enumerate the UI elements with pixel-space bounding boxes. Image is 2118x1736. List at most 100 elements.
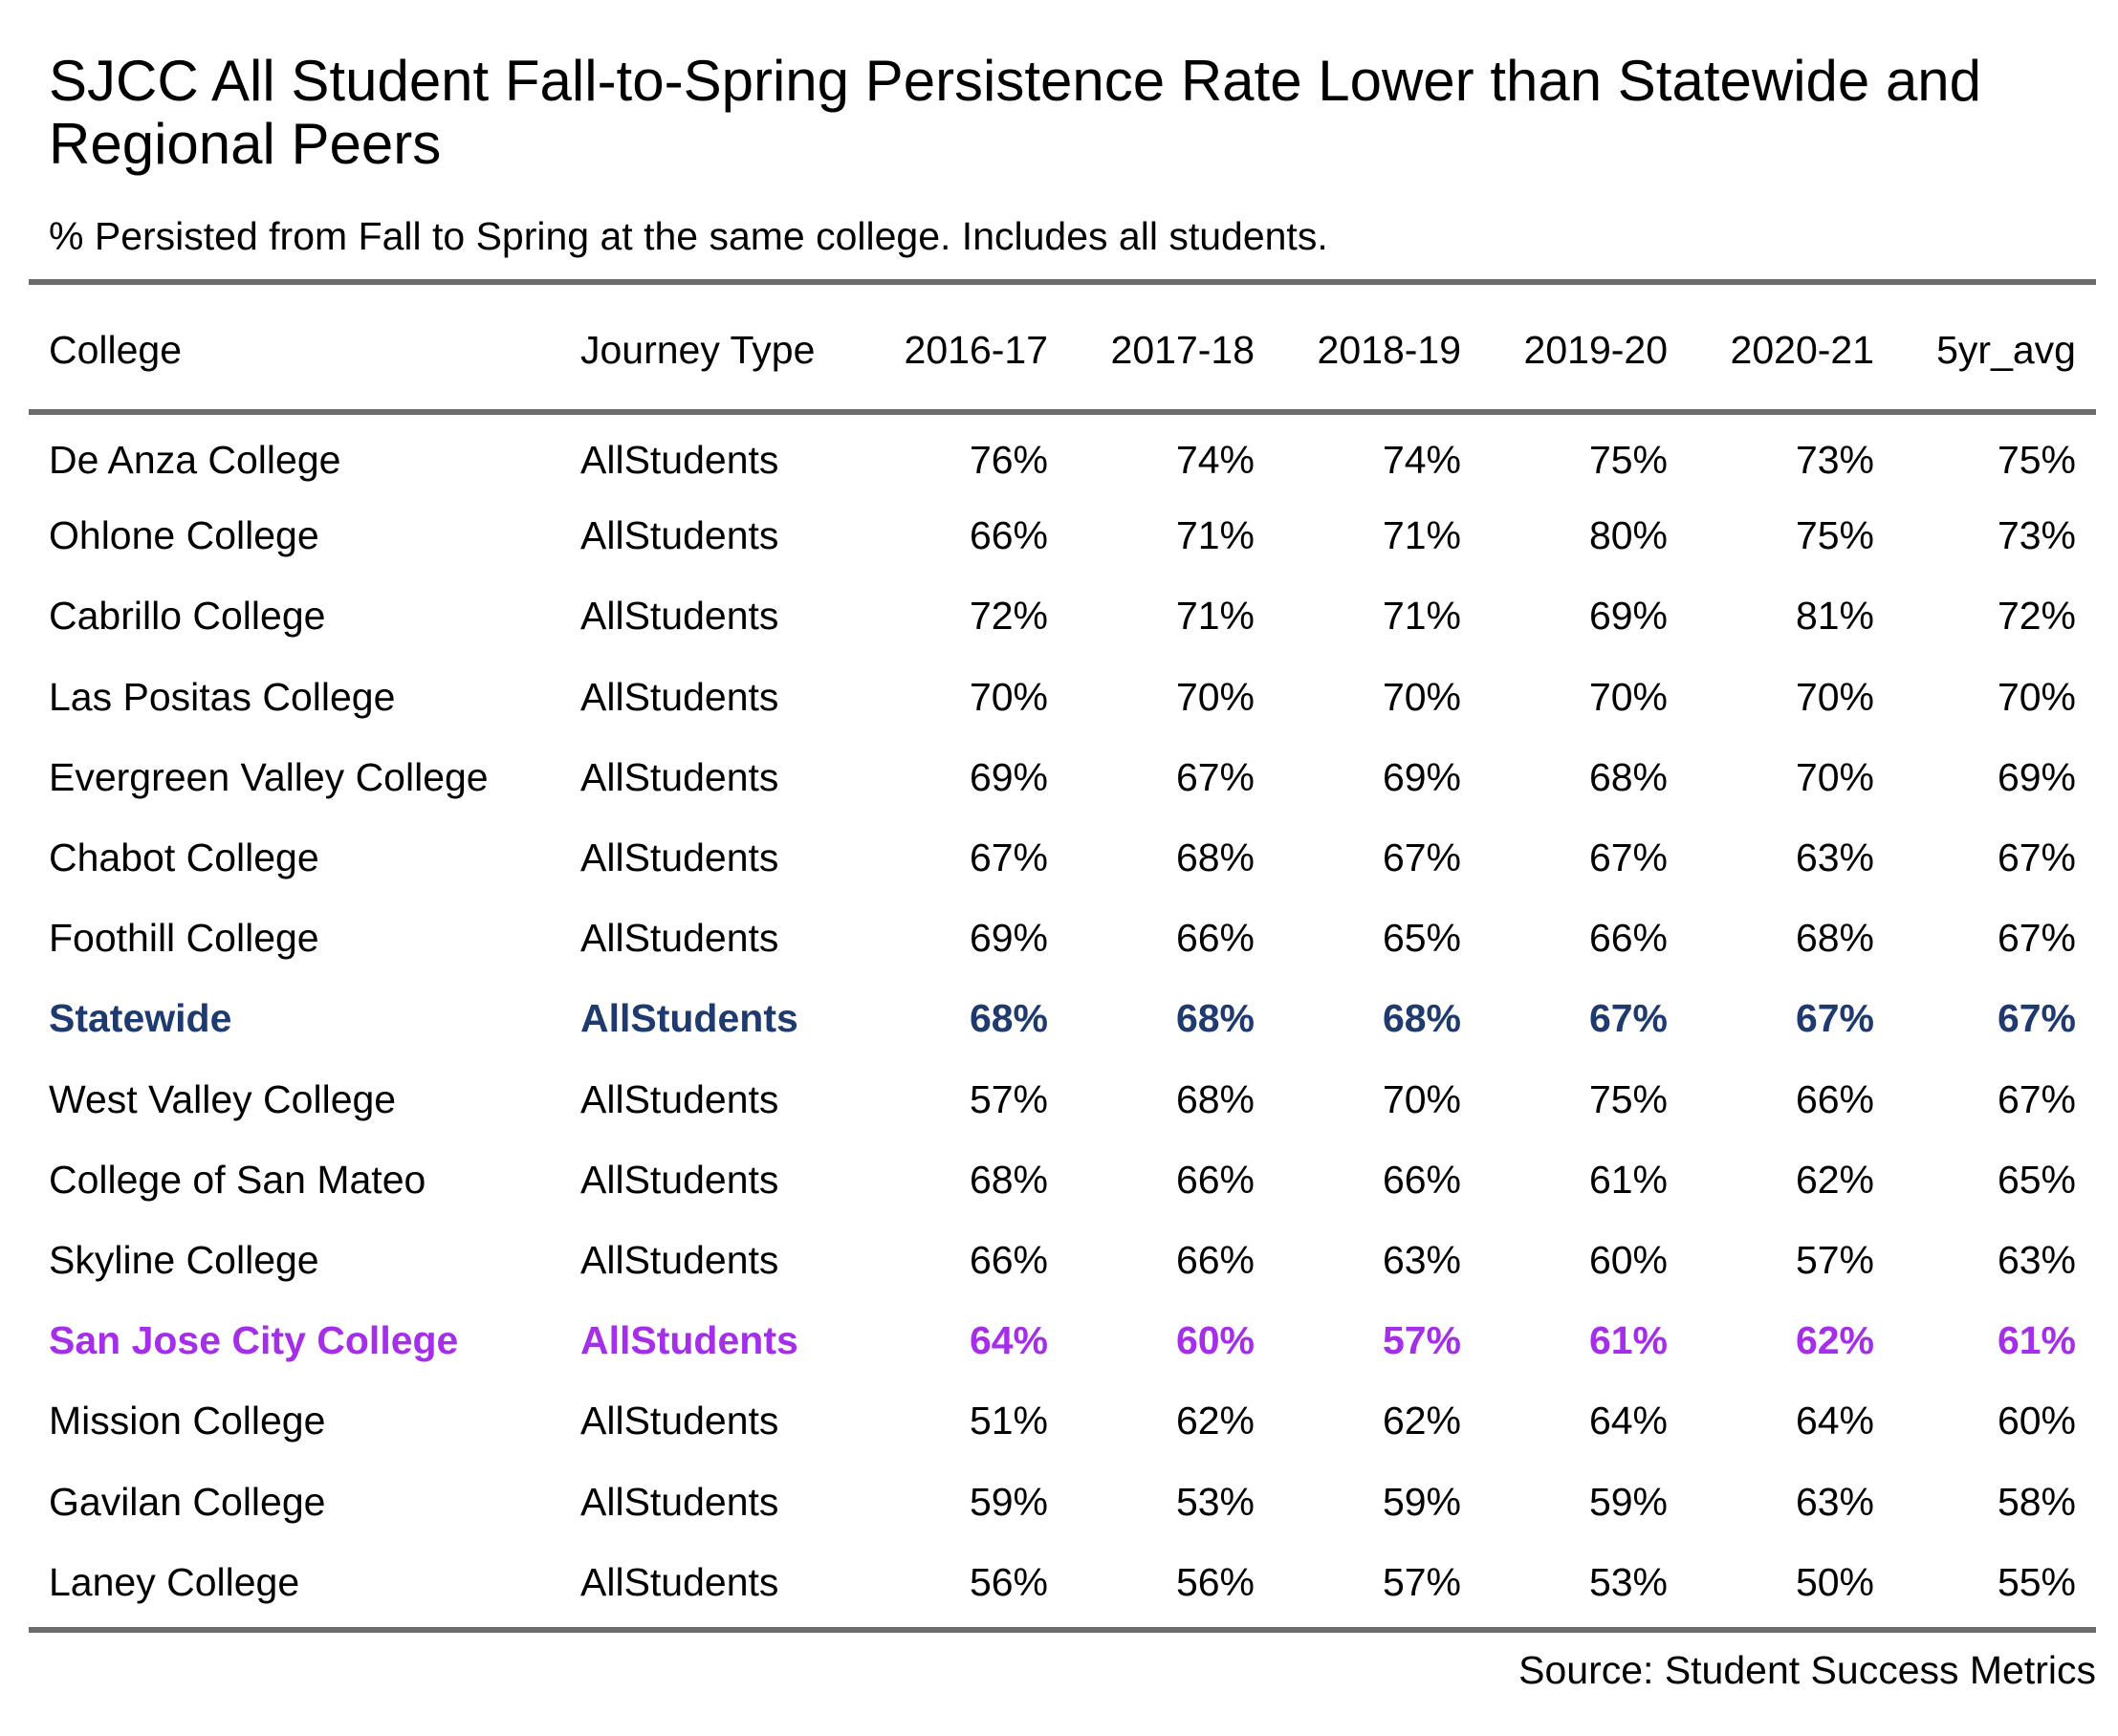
cell-year-value: 70% xyxy=(1175,674,1255,719)
cell-year-value: 57% xyxy=(969,1076,1048,1121)
cell-year-value: 70% xyxy=(969,674,1048,719)
cell-year-value: 76% xyxy=(969,438,1048,483)
cell-college: Skyline College xyxy=(49,1237,319,1282)
cell-year-value: 57% xyxy=(1382,1318,1461,1363)
cell-journey-type: AllStudents xyxy=(580,1076,779,1121)
table-row: Laney College AllStudents 56% 56% 57% 53% 50% 5… xyxy=(29,1542,2096,1622)
cell-college: Cabrillo College xyxy=(49,594,326,639)
cell-year-value: 59% xyxy=(969,1479,1048,1524)
cell-year-value: 60% xyxy=(1175,1318,1255,1363)
column-header-college: College xyxy=(49,328,183,372)
cell-college: San Jose City College xyxy=(49,1318,459,1363)
cell-year-value: 70% xyxy=(1382,1076,1461,1121)
cell-year-value: 56% xyxy=(969,1559,1048,1604)
cell-journey-type: AllStudents xyxy=(580,1559,779,1604)
cell-college: Chabot College xyxy=(49,835,319,880)
table-row: Evergreen Valley College AllStudents 69% 67… xyxy=(29,737,2096,817)
cell-year-value: 67% xyxy=(1588,996,1668,1041)
cell-year-value: 80% xyxy=(1588,513,1668,558)
column-header-2019-20: 2019-20 xyxy=(1523,328,1668,372)
cell-5yr-avg: 65% xyxy=(1997,1157,2076,1202)
cell-year-value: 68% xyxy=(969,996,1048,1041)
cell-year-value: 60% xyxy=(1588,1237,1668,1282)
cell-year-value: 67% xyxy=(969,835,1048,880)
cell-year-value: 68% xyxy=(1175,996,1255,1041)
cell-year-value: 57% xyxy=(1795,1237,1874,1282)
table-row: College of San Mateo AllStudents 68% 66% 66%… xyxy=(29,1139,2096,1220)
cell-year-value: 53% xyxy=(1588,1559,1668,1604)
cell-year-value: 67% xyxy=(1175,754,1255,799)
cell-5yr-avg: 67% xyxy=(1997,916,2076,961)
cell-year-value: 66% xyxy=(969,1237,1048,1282)
cell-journey-type: AllStudents xyxy=(580,1157,779,1202)
cell-year-value: 74% xyxy=(1175,438,1255,483)
cell-year-value: 68% xyxy=(1175,835,1255,880)
cell-college: Statewide xyxy=(49,996,232,1041)
cell-year-value: 66% xyxy=(1382,1157,1461,1202)
cell-5yr-avg: 60% xyxy=(1997,1399,2076,1443)
cell-year-value: 56% xyxy=(1175,1559,1255,1604)
cell-year-value: 59% xyxy=(1382,1479,1461,1524)
column-header-journey-type: Journey Type xyxy=(580,328,816,372)
table-row: San Jose City College AllStudents 64% 60% 57… xyxy=(29,1300,2096,1380)
column-header-5yr-avg: 5yr_avg xyxy=(1936,328,2076,372)
cell-journey-type: AllStudents xyxy=(580,438,779,483)
cell-journey-type: AllStudents xyxy=(580,996,798,1041)
cell-college: Foothill College xyxy=(49,916,319,961)
cell-year-value: 74% xyxy=(1382,438,1461,483)
table-row: Ohlone College AllStudents 66% 71% 71% 80% 75%… xyxy=(29,495,2096,575)
cell-year-value: 64% xyxy=(1588,1399,1668,1443)
table-body: De Anza College AllStudents 76% 74% 74% 75% 73… xyxy=(29,415,2096,1622)
cell-journey-type: AllStudents xyxy=(580,674,779,719)
persistence-table: College Journey Type 2016-17 2017-18 201… xyxy=(29,285,2096,1622)
cell-year-value: 61% xyxy=(1588,1157,1668,1202)
cell-year-value: 68% xyxy=(969,1157,1048,1202)
cell-year-value: 57% xyxy=(1382,1559,1461,1604)
cell-year-value: 62% xyxy=(1382,1399,1461,1443)
cell-year-value: 75% xyxy=(1795,513,1874,558)
table-row: West Valley College AllStudents 57% 68% 70% 7… xyxy=(29,1059,2096,1139)
cell-college: Evergreen Valley College xyxy=(49,754,489,799)
table-top-rule xyxy=(29,279,2096,285)
cell-year-value: 67% xyxy=(1795,996,1874,1041)
cell-5yr-avg: 73% xyxy=(1997,513,2076,558)
cell-year-value: 69% xyxy=(969,754,1048,799)
cell-year-value: 81% xyxy=(1795,594,1874,639)
table-header-rule xyxy=(29,409,2096,415)
cell-5yr-avg: 63% xyxy=(1997,1237,2076,1282)
cell-year-value: 69% xyxy=(1382,754,1461,799)
column-header-2017-18: 2017-18 xyxy=(1110,328,1255,372)
cell-year-value: 73% xyxy=(1795,438,1874,483)
cell-year-value: 71% xyxy=(1382,594,1461,639)
cell-year-value: 66% xyxy=(1175,1237,1255,1282)
cell-year-value: 66% xyxy=(1588,916,1668,961)
cell-journey-type: AllStudents xyxy=(580,594,779,639)
cell-year-value: 66% xyxy=(1795,1076,1874,1121)
cell-5yr-avg: 70% xyxy=(1997,674,2076,719)
table-row: Mission College AllStudents 51% 62% 62% 64% 64… xyxy=(29,1380,2096,1461)
cell-5yr-avg: 67% xyxy=(1997,1076,2076,1121)
table-row: Skyline College AllStudents 66% 66% 63% 60% 57… xyxy=(29,1220,2096,1300)
cell-journey-type: AllStudents xyxy=(580,835,779,880)
cell-5yr-avg: 69% xyxy=(1997,754,2076,799)
cell-year-value: 63% xyxy=(1382,1237,1461,1282)
cell-college: Gavilan College xyxy=(49,1479,326,1524)
chart-title: SJCC All Student Fall-to-Spring Persiste… xyxy=(49,49,1982,176)
cell-college: Ohlone College xyxy=(49,513,319,558)
table-row: Chabot College AllStudents 67% 68% 67% 67% 63%… xyxy=(29,817,2096,898)
cell-year-value: 70% xyxy=(1795,754,1874,799)
cell-journey-type: AllStudents xyxy=(580,754,779,799)
cell-year-value: 70% xyxy=(1382,674,1461,719)
cell-5yr-avg: 58% xyxy=(1997,1479,2076,1524)
cell-year-value: 69% xyxy=(1588,594,1668,639)
cell-year-value: 63% xyxy=(1795,1479,1874,1524)
cell-5yr-avg: 75% xyxy=(1997,438,2076,483)
table-row: Foothill College AllStudents 69% 66% 65% 66% 6… xyxy=(29,898,2096,978)
cell-college: Las Positas College xyxy=(49,674,396,719)
cell-year-value: 62% xyxy=(1795,1318,1874,1363)
cell-year-value: 63% xyxy=(1795,835,1874,880)
cell-year-value: 61% xyxy=(1588,1318,1668,1363)
cell-college: Laney College xyxy=(49,1559,300,1604)
cell-year-value: 64% xyxy=(969,1318,1048,1363)
cell-year-value: 64% xyxy=(1795,1399,1874,1443)
